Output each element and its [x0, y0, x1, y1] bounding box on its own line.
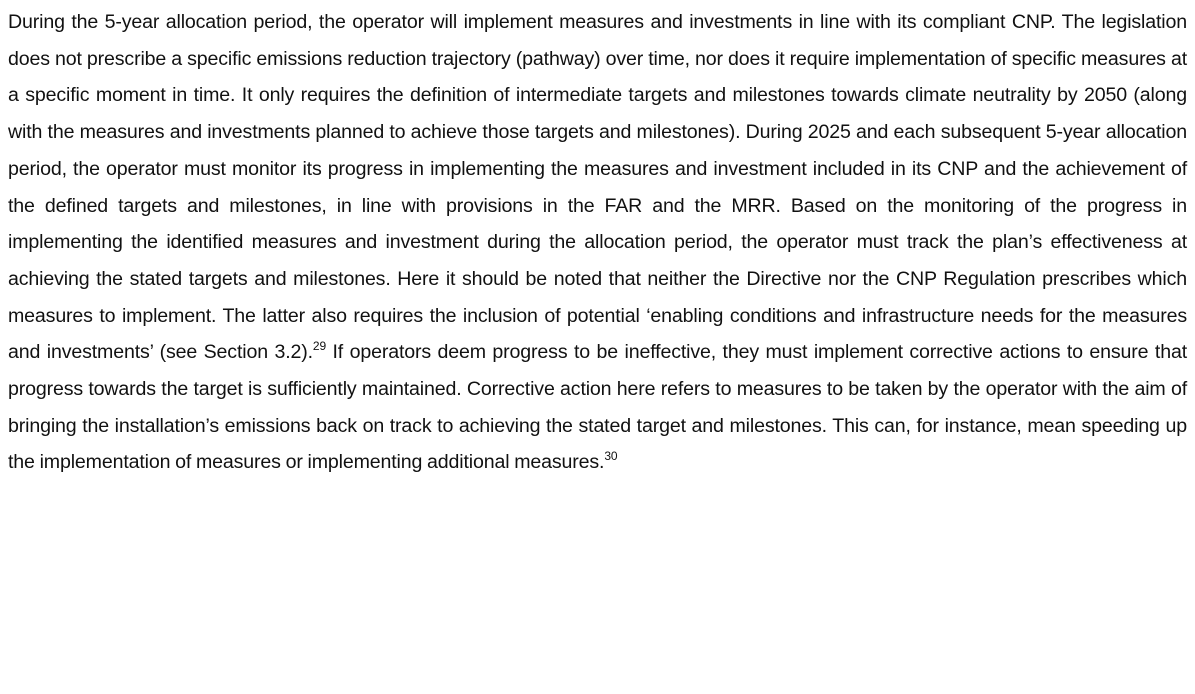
footnote-ref: 29 [312, 339, 326, 354]
paragraph-text: If operators deem progress to be ineffec… [8, 341, 1187, 474]
paragraph-text: During the 5-year allocation period, the… [8, 11, 1187, 364]
footnote-ref: 30 [604, 449, 618, 464]
paragraph: During the 5-year allocation period, the… [8, 11, 1187, 474]
